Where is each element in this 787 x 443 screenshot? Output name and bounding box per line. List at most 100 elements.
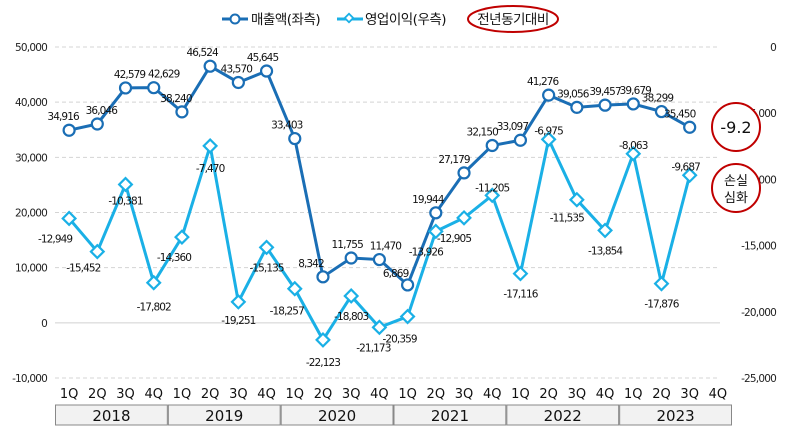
revenue-data-label: 34,916 <box>47 111 80 123</box>
quarter-label: 2Q <box>88 387 107 402</box>
quarter-label: 2Q <box>314 387 333 402</box>
revenue-point <box>429 206 443 220</box>
revenue-data-label: 41,276 <box>527 76 560 88</box>
quarter-label: 4Q <box>596 387 615 402</box>
left-tick-label: 30,000 <box>15 152 47 164</box>
right-tick-label: -25,000 <box>741 373 776 385</box>
operating-profit-data-label: -17,802 <box>137 302 171 314</box>
revenue-data-label: 46,524 <box>186 47 219 59</box>
revenue-data-label: 32,150 <box>467 126 499 138</box>
revenue-data-label: 38,299 <box>642 93 674 105</box>
quarter-label: 4Q <box>370 387 389 402</box>
revenue-point <box>485 138 499 153</box>
year-box <box>393 404 507 426</box>
revenue-point <box>62 123 76 137</box>
operating-profit-point <box>399 308 416 325</box>
revenue-point <box>118 81 133 95</box>
right-tick-label: -20,000 <box>741 307 776 319</box>
legend-revenue-label: 매출액(좌측) <box>251 12 320 28</box>
year-label: 2021 <box>431 407 469 425</box>
legend-profit-marker <box>343 12 355 24</box>
operating-profit-data-label: -12,905 <box>437 233 471 245</box>
revenue-data-label: 8,342 <box>298 258 324 270</box>
revenue-data-label: 39,457 <box>589 86 621 98</box>
quarter-label: 3Q <box>342 387 361 402</box>
operating-profit-data-label: -19,251 <box>221 315 255 327</box>
operating-profit-point <box>174 229 190 246</box>
operating-profit-point <box>427 223 444 240</box>
x-axis: 1Q 2Q 3Q 4Q 1Q 2Q 3Q 4Q 1Q 2Q 3Q 4Q 1Q 2Q 3Q 4Q 1Q 2Q 3Q 4Q… <box>55 387 733 426</box>
left-tick-label: 50,000 <box>15 42 47 54</box>
revenue-point <box>147 81 161 95</box>
legend: 매출액(좌측) 영업이익(우측) 전년동기대비 <box>222 5 559 33</box>
operating-profit-data-label: -15,452 <box>66 263 100 275</box>
operating-profit-point <box>371 319 388 336</box>
revenue-point <box>231 75 245 90</box>
operating-profit-point <box>653 275 670 292</box>
year-box <box>55 404 168 426</box>
revenue-point <box>542 88 556 102</box>
operating-profit-point <box>315 331 331 348</box>
year-box <box>506 404 620 426</box>
quarter-label: 3Q <box>116 387 135 402</box>
right-tick-label: 0 <box>770 42 776 54</box>
revenue-data-label: 39,056 <box>557 88 590 100</box>
year-label: 2023 <box>656 407 694 425</box>
operating-profit-data-label: -6,975 <box>534 125 563 137</box>
revenue-data-label: 38,240 <box>160 93 192 105</box>
revenue-point <box>401 278 415 292</box>
operating-profit-data-label: -9,687 <box>671 161 700 173</box>
operating-profit-point <box>258 239 275 256</box>
operating-profit-point <box>61 210 78 227</box>
operating-profit-data-label: -13,854 <box>588 245 623 257</box>
quarter-label: 1Q <box>60 387 79 402</box>
operating-profit-point <box>343 288 360 304</box>
quarter-label: 1Q <box>624 387 643 402</box>
year-box <box>280 404 394 426</box>
left-tick-label: 0 <box>41 318 47 330</box>
revenue-data-label: 35,450 <box>664 108 696 120</box>
revenue-data-label: 11,755 <box>332 239 364 251</box>
operating-profit-point <box>145 274 162 291</box>
quarter-label: 2Q <box>427 387 446 402</box>
loss-line1: 손실 <box>724 174 748 189</box>
revenue-data-label: 19,944 <box>412 194 445 206</box>
revenue-point <box>598 98 612 112</box>
operating-profit-point <box>625 145 642 162</box>
revenue-point <box>372 252 386 267</box>
revenue-point <box>513 133 528 147</box>
revenue-data-label: 6,869 <box>383 268 409 280</box>
operating-profit-data-label: -20,359 <box>382 334 416 346</box>
operating-profit-point <box>286 280 303 297</box>
operating-profit-data-label: -13,926 <box>409 246 444 258</box>
revenue-point <box>344 251 358 265</box>
operating-profit-point <box>456 209 472 226</box>
operating-profit-data-label: -18,803 <box>334 311 368 323</box>
revenue-data-label: 42,579 <box>114 69 146 81</box>
quarter-label: 1Q <box>286 387 305 402</box>
revenue-data-label: 42,629 <box>148 69 180 81</box>
operating-profit-data-label: -14,360 <box>157 252 191 264</box>
legend-profit-label: 영업이익(우측) <box>365 12 446 28</box>
operating-profit-point <box>512 265 529 282</box>
year-label: 2022 <box>544 407 582 425</box>
revenue-point <box>683 120 697 134</box>
left-tick-label: -10,000 <box>12 373 47 385</box>
revenue-point <box>175 105 189 119</box>
quarter-label: 4Q <box>709 387 728 402</box>
quarter-label: 1Q <box>398 387 417 402</box>
operating-profit-data-label: -22,123 <box>306 357 340 369</box>
revenue-point <box>626 97 640 111</box>
revenue-data-label: 33,403 <box>271 120 303 132</box>
left-axis: 50,000 40,000 30,000 20,000 10,000 0 -10,000 <box>12 42 48 385</box>
quarter-label: 3Q <box>680 387 699 402</box>
operating-profit-point <box>484 187 501 204</box>
revenue-point <box>316 270 330 284</box>
operating-profit-data-label: -7,470 <box>196 163 225 175</box>
year-label: 2020 <box>318 407 356 425</box>
operating-profit-point <box>117 176 134 193</box>
revenue-data-label: 11,470 <box>370 241 402 253</box>
operating-profit-data-label: -11,205 <box>475 182 509 194</box>
year-box <box>167 404 281 426</box>
left-tick-label: 40,000 <box>15 97 47 109</box>
